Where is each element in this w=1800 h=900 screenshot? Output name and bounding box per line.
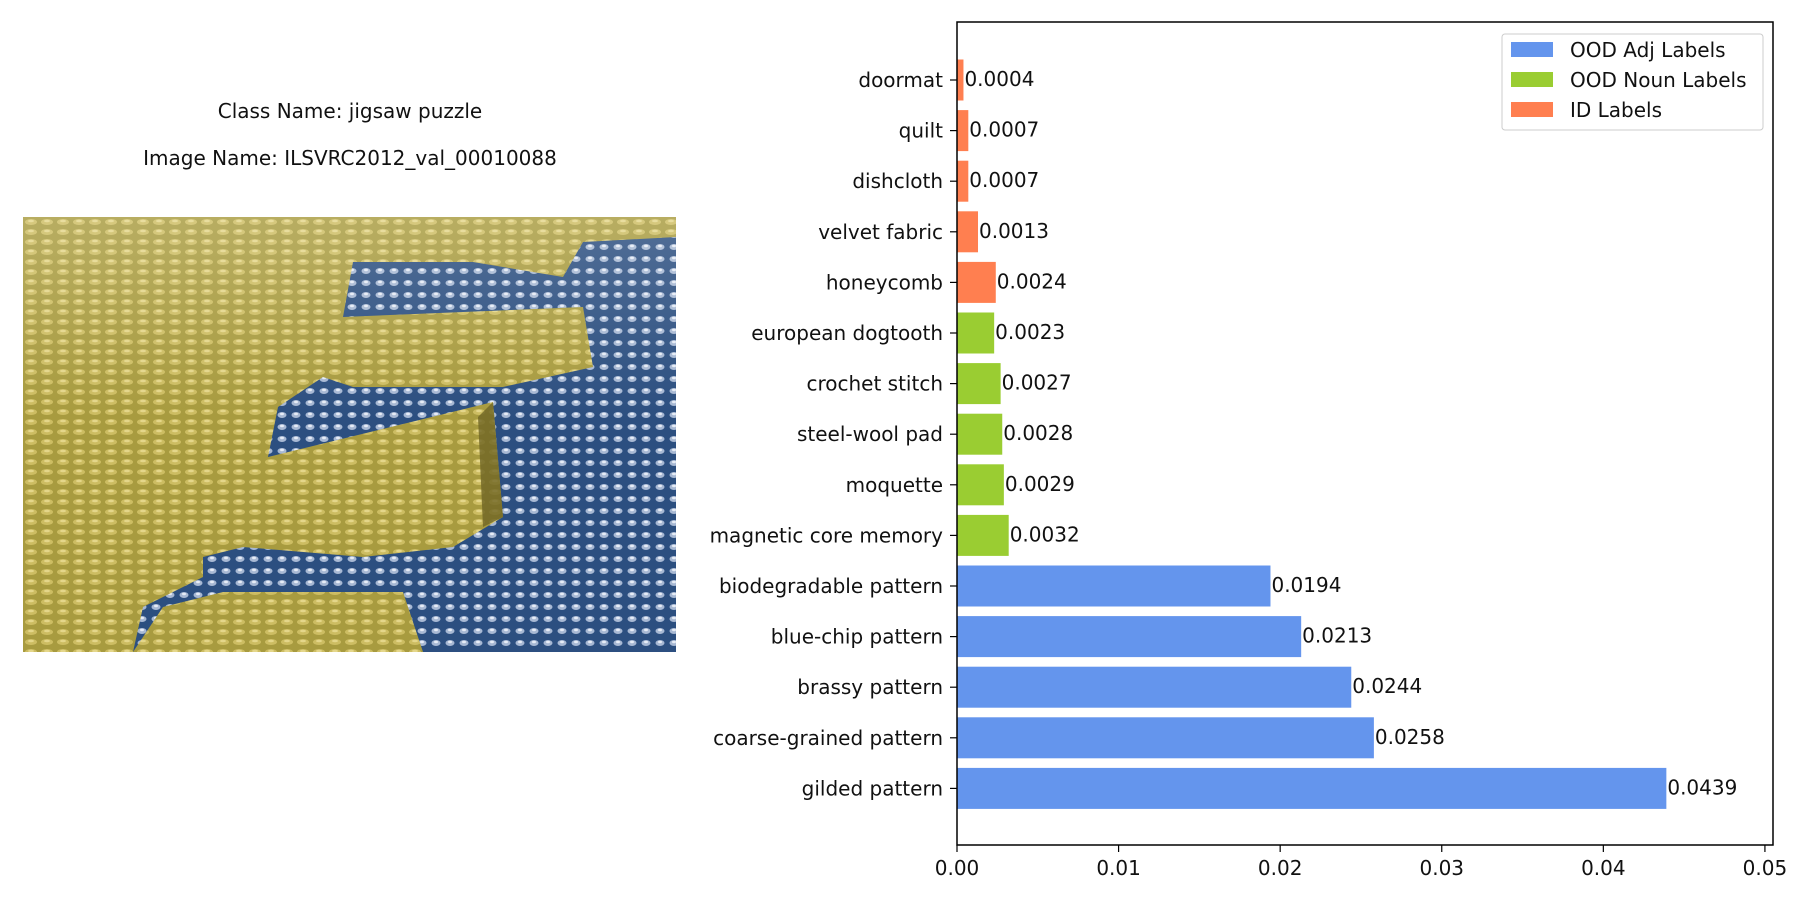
bar-12: [957, 666, 1352, 708]
bar-7: [957, 413, 1003, 455]
bar-11: [957, 616, 1302, 658]
legend-box: [1501, 33, 1764, 131]
legend-label-id: ID Labels: [1570, 98, 1662, 122]
value-label: 0.0194: [1271, 573, 1341, 597]
bar-9: [957, 514, 1009, 556]
category-label: magnetic core memory: [710, 523, 944, 547]
x-tick-label: 0.02: [1258, 856, 1303, 880]
category-label: quilt: [899, 119, 943, 143]
image-info-panel: Class Name: jigsaw puzzle Image Name: IL…: [0, 0, 700, 900]
value-label: 0.0004: [964, 67, 1034, 91]
value-label: 0.0439: [1667, 775, 1737, 799]
legend: OOD Adj Labels OOD Noun Labels ID Labels: [1501, 33, 1764, 131]
value-label: 0.0244: [1352, 674, 1422, 698]
value-label: 0.0258: [1375, 725, 1445, 749]
value-label: 0.0024: [997, 269, 1067, 293]
category-label: crochet stitch: [806, 372, 943, 396]
legend-label-adj: OOD Adj Labels: [1570, 38, 1726, 62]
value-label: 0.0023: [995, 320, 1065, 344]
x-tick-label: 0.05: [1743, 856, 1788, 880]
value-label: 0.0029: [1005, 472, 1075, 496]
category-label: honeycomb: [826, 270, 943, 294]
image-name-caption: Image Name: ILSVRC2012_val_00010088: [143, 146, 557, 170]
bar-2: [957, 160, 969, 202]
category-label: velvet fabric: [818, 220, 943, 244]
bar-1: [957, 110, 969, 152]
legend-swatch-id: [1511, 102, 1553, 117]
bar-3: [957, 211, 979, 253]
class-name-caption: Class Name: jigsaw puzzle: [217, 99, 483, 123]
category-label: gilded pattern: [802, 776, 943, 800]
category-label: doormat: [858, 68, 943, 92]
bar-0: [957, 59, 964, 101]
bar-6: [957, 363, 1001, 405]
legend-swatch-adj: [1511, 42, 1553, 57]
category-label: coarse-grained pattern: [713, 726, 943, 750]
value-label: 0.0027: [1002, 371, 1072, 395]
legend-label-noun: OOD Noun Labels: [1570, 68, 1747, 92]
category-label: dishcloth: [852, 169, 943, 193]
legend-swatch-noun: [1511, 72, 1553, 87]
x-tick-label: 0.03: [1419, 856, 1464, 880]
plot-frame: [956, 21, 1774, 846]
category-label: biodegradable pattern: [719, 574, 943, 598]
value-label: 0.0213: [1302, 624, 1372, 648]
category-label: brassy pattern: [797, 675, 943, 699]
bar-14: [957, 767, 1667, 809]
value-label: 0.0013: [979, 219, 1049, 243]
x-tick-label: 0.00: [935, 856, 980, 880]
category-label: european dogtooth: [751, 321, 943, 345]
value-label: 0.0028: [1003, 421, 1073, 445]
bar-10: [957, 565, 1271, 607]
category-label: moquette: [846, 473, 943, 497]
value-label: 0.0007: [969, 118, 1039, 142]
x-tick-label: 0.01: [1096, 856, 1141, 880]
sample-image-picture: [23, 217, 676, 652]
bar-5: [957, 312, 995, 354]
category-label: blue-chip pattern: [771, 625, 943, 649]
bar-13: [957, 717, 1374, 759]
bar-4: [957, 261, 996, 303]
bar-8: [957, 464, 1004, 506]
category-label: steel-wool pad: [797, 422, 943, 446]
value-label: 0.0007: [969, 168, 1039, 192]
sample-image: [23, 217, 676, 652]
x-tick-label: 0.04: [1581, 856, 1626, 880]
value-label: 0.0032: [1010, 522, 1080, 546]
